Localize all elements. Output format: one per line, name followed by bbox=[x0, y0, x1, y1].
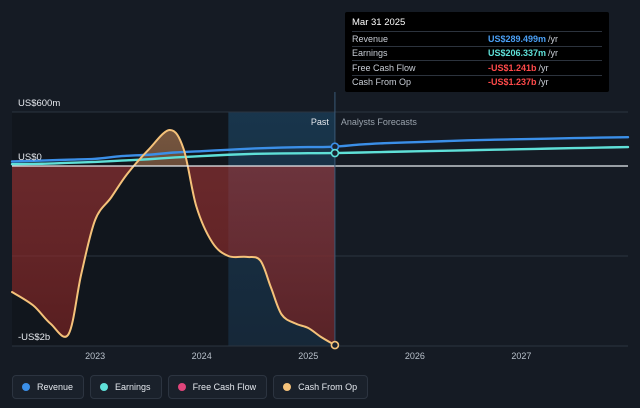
marker-earnings bbox=[330, 148, 340, 158]
legend-label: Earnings bbox=[115, 382, 151, 392]
legend-dot-icon bbox=[177, 383, 186, 391]
legend-label: Cash From Op bbox=[298, 382, 358, 392]
tooltip-row: Earnings US$206.337m/yr bbox=[352, 45, 602, 61]
y-tick-top: US$600m bbox=[18, 98, 60, 109]
legend-dot-icon bbox=[100, 383, 109, 391]
marker-cash-from-op bbox=[330, 340, 340, 350]
data-tooltip: Mar 31 2025 Revenue US$289.499m/yr Earning… bbox=[345, 12, 609, 92]
legend-dot-icon bbox=[283, 383, 292, 391]
x-tick-label: 2027 bbox=[511, 351, 531, 361]
tooltip-row-value: -US$1.237b bbox=[488, 77, 537, 88]
legend: Revenue Earnings Free Cash Flow Cash From O… bbox=[12, 375, 369, 399]
tooltip-row-unit: /yr bbox=[538, 77, 549, 88]
x-tick-label: 2024 bbox=[192, 351, 212, 361]
tooltip-row-value: US$289.499m bbox=[488, 33, 547, 44]
past-label: Past bbox=[311, 117, 330, 127]
tooltip-row-unit: /yr bbox=[538, 62, 549, 73]
legend-item-revenue[interactable]: Revenue bbox=[12, 375, 85, 399]
tooltip-date: Mar 31 2025 bbox=[352, 17, 406, 28]
tooltip-row-unit: /yr bbox=[548, 48, 559, 59]
series-line-earnings bbox=[10, 145, 630, 166]
legend-item-earnings[interactable]: Earnings bbox=[90, 375, 162, 399]
legend-dot-icon bbox=[22, 383, 30, 391]
tooltip-row-unit: /yr bbox=[548, 33, 559, 44]
legend-label: Free Cash Flow bbox=[192, 382, 257, 392]
cash-from-op-negative-area bbox=[12, 166, 335, 346]
x-tick-label: 2026 bbox=[405, 351, 425, 361]
tooltip-row-label: Revenue bbox=[352, 33, 389, 44]
y-tick-bottom: -US$2b bbox=[18, 332, 50, 343]
tooltip-row-label: Earnings bbox=[352, 48, 388, 59]
x-tick-label: 2023 bbox=[85, 351, 105, 361]
tooltip-row: Revenue US$289.499m/yr bbox=[352, 31, 602, 46]
series-line-cash-from-op bbox=[11, 128, 336, 347]
tooltip-row: Cash From Op -US$1.237b/yr bbox=[352, 74, 602, 90]
forecast-label: Analysts Forecasts bbox=[341, 117, 418, 127]
x-tick-label: 2025 bbox=[298, 351, 318, 361]
series-line-revenue bbox=[10, 136, 630, 163]
tooltip-row-label: Free Cash Flow bbox=[352, 62, 416, 73]
y-tick-zero: US$0 bbox=[18, 152, 42, 163]
legend-label: Revenue bbox=[37, 382, 74, 392]
legend-item-cash-from-op[interactable]: Cash From Op bbox=[273, 375, 369, 399]
tooltip-row: Free Cash Flow -US$1.241b/yr bbox=[352, 60, 602, 75]
tooltip-row-value: -US$1.241b bbox=[488, 62, 537, 73]
cash-from-op-positive-area bbox=[12, 129, 335, 166]
tooltip-row-label: Cash From Op bbox=[352, 77, 412, 88]
tooltip-row-value: US$206.337m bbox=[488, 48, 547, 59]
legend-item-free-cash-flow[interactable]: Free Cash Flow bbox=[167, 375, 268, 399]
